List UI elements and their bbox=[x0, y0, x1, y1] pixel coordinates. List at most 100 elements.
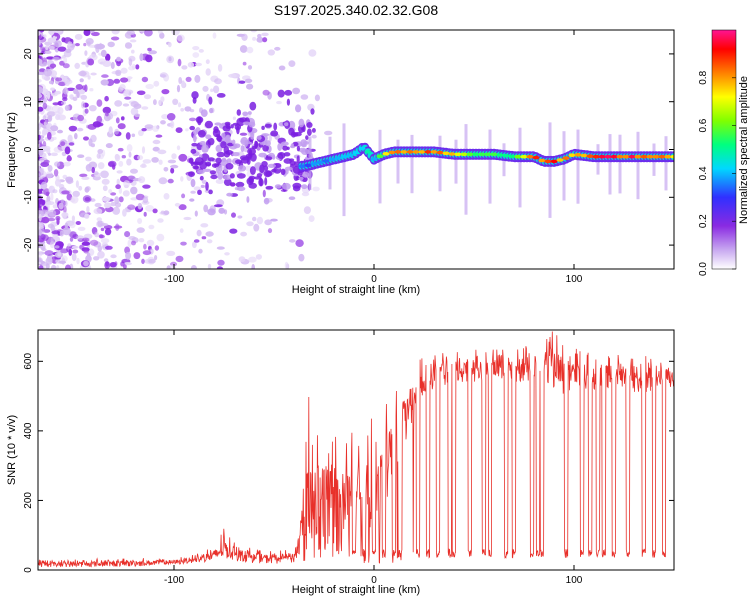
transition-blob bbox=[221, 157, 227, 162]
noise-blob bbox=[45, 257, 53, 265]
noise-blob bbox=[65, 176, 74, 183]
transition-blob bbox=[249, 101, 257, 111]
spec-y-tick-label: -10 bbox=[23, 190, 34, 205]
noise-blob bbox=[42, 140, 47, 148]
transition-blob bbox=[230, 124, 234, 129]
transition-blob bbox=[261, 125, 265, 130]
noise-blob bbox=[174, 202, 181, 207]
noise-blob bbox=[47, 165, 53, 172]
noise-blob bbox=[53, 169, 59, 177]
ridge-core bbox=[640, 154, 648, 159]
noise-blob bbox=[52, 136, 57, 141]
colorbar-tick-label: 0.0 bbox=[698, 262, 709, 276]
ridge-core bbox=[304, 163, 312, 168]
ridge-core bbox=[664, 154, 672, 159]
noise-blob bbox=[141, 106, 149, 110]
noise-blob bbox=[206, 239, 213, 244]
spec-x-tick-label: 100 bbox=[566, 274, 583, 285]
noise-blob bbox=[300, 94, 309, 100]
transition-blob bbox=[280, 141, 289, 146]
transition-blob bbox=[245, 141, 251, 145]
noise-blob bbox=[130, 186, 138, 195]
transition-blob bbox=[239, 155, 249, 161]
spectrogram-x-axis-label: Height of straight line (km) bbox=[292, 284, 420, 296]
noise-blob bbox=[108, 161, 115, 167]
noise-blob bbox=[193, 239, 200, 243]
transition-blob bbox=[229, 228, 238, 234]
noise-blob bbox=[195, 62, 202, 67]
noise-blob bbox=[311, 134, 317, 139]
noise-blob bbox=[63, 50, 72, 58]
transition-blob bbox=[216, 135, 223, 142]
ridge-core bbox=[424, 150, 432, 154]
noise-blob bbox=[172, 98, 179, 106]
noise-blob bbox=[57, 252, 62, 257]
transition-blob bbox=[270, 130, 279, 137]
noise-blob bbox=[145, 83, 154, 90]
ridge-core bbox=[406, 150, 414, 154]
noise-blob bbox=[207, 263, 212, 269]
noise-blob bbox=[38, 49, 42, 53]
ridge-core bbox=[484, 152, 492, 157]
colorbar-frame bbox=[711, 29, 737, 270]
noise-blob bbox=[104, 95, 109, 102]
transition-blob bbox=[288, 196, 296, 200]
noise-blob bbox=[135, 193, 145, 201]
transition-blob bbox=[192, 165, 199, 170]
noise-blob bbox=[81, 237, 90, 242]
noise-blob bbox=[51, 230, 60, 235]
noise-blob bbox=[93, 256, 100, 261]
noise-blob bbox=[205, 59, 210, 65]
transition-blob bbox=[201, 144, 209, 153]
noise-blob bbox=[187, 62, 195, 68]
transition-blob bbox=[226, 192, 233, 197]
noise-blob bbox=[118, 160, 124, 167]
noise-blob bbox=[38, 213, 42, 222]
noise-blob bbox=[38, 31, 41, 36]
ridge-core bbox=[538, 158, 546, 163]
noise-blob bbox=[185, 128, 189, 132]
transition-blob bbox=[189, 125, 195, 131]
noise-blob bbox=[175, 255, 184, 263]
noise-blob bbox=[59, 60, 65, 66]
noise-blob bbox=[48, 45, 55, 51]
colorbar-tick-label: 0.6 bbox=[698, 118, 709, 132]
transition-blob bbox=[214, 122, 222, 126]
transition-blob bbox=[264, 123, 272, 128]
ridge-core bbox=[526, 154, 534, 159]
spec-y-tick-label: 20 bbox=[23, 48, 34, 60]
noise-blob bbox=[178, 77, 183, 84]
transition-blob bbox=[290, 143, 295, 148]
noise-blob bbox=[105, 112, 109, 117]
colorbar-label: Normalized spectral amplitude bbox=[738, 76, 750, 224]
noise-blob bbox=[83, 260, 89, 267]
noise-blob bbox=[246, 83, 254, 90]
transition-blob bbox=[208, 96, 213, 105]
noise-blob bbox=[152, 208, 158, 214]
noise-blob bbox=[127, 239, 132, 248]
noise-blob bbox=[78, 185, 83, 191]
chart-title: S197.2025.340.02.32.G08 bbox=[274, 2, 438, 18]
noise-blob bbox=[138, 238, 145, 243]
noise-blob bbox=[179, 228, 184, 233]
transition-blob bbox=[199, 141, 206, 146]
spectral-streak bbox=[488, 129, 492, 204]
noise-blob bbox=[196, 229, 202, 237]
transition-blob bbox=[305, 135, 309, 141]
noise-blob bbox=[253, 223, 260, 232]
noise-blob bbox=[69, 220, 76, 229]
noise-blob bbox=[158, 177, 168, 185]
transition-blob bbox=[284, 166, 293, 171]
noise-blob bbox=[190, 190, 196, 194]
noise-blob bbox=[38, 58, 43, 66]
transition-blob bbox=[250, 132, 255, 140]
noise-blob bbox=[43, 61, 47, 67]
noise-blob bbox=[181, 80, 186, 88]
noise-blob bbox=[252, 36, 257, 41]
transition-blob bbox=[225, 134, 231, 142]
noise-blob bbox=[107, 41, 115, 48]
transition-blob bbox=[267, 163, 276, 168]
noise-blob bbox=[103, 258, 109, 263]
noise-blob bbox=[71, 245, 79, 249]
noise-blob bbox=[177, 34, 185, 42]
